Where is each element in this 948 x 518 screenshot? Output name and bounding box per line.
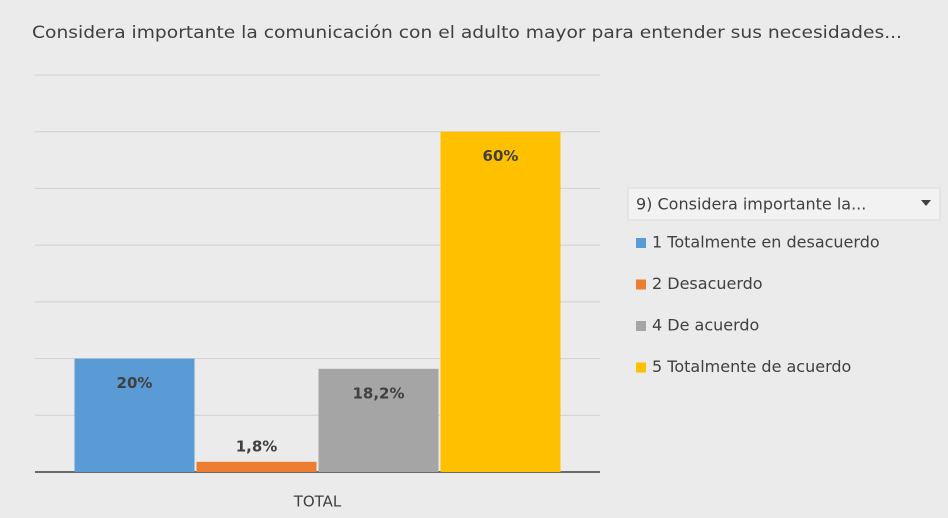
dropdown-arrow[interactable] [921, 200, 931, 206]
bar [74, 358, 195, 472]
legend-swatch [636, 362, 646, 373]
data-label: 20% [117, 374, 153, 392]
bar [196, 461, 317, 472]
legend-title[interactable]: 9) Considera importante la... [636, 195, 866, 214]
legend-swatch [636, 238, 646, 248]
legend-header[interactable] [627, 187, 941, 221]
x-tick-label: TOTAL [293, 493, 342, 511]
legend-swatch [636, 321, 646, 331]
data-label: 18,2% [352, 384, 404, 402]
chart-title: Considera importante la comunicación con… [32, 23, 902, 43]
legend-label: 1 Totalmente en desacuerdo [652, 233, 880, 252]
data-label: 1,8% [236, 437, 278, 455]
legend-label: 4 De acuerdo [652, 316, 759, 335]
legend-label: 2 Desacuerdo [652, 274, 763, 293]
data-label: 60% [483, 147, 519, 165]
bar [318, 368, 439, 472]
legend-swatch [636, 279, 646, 290]
bar [440, 131, 561, 472]
legend-label: 5 Totalmente de acuerdo [652, 357, 851, 376]
